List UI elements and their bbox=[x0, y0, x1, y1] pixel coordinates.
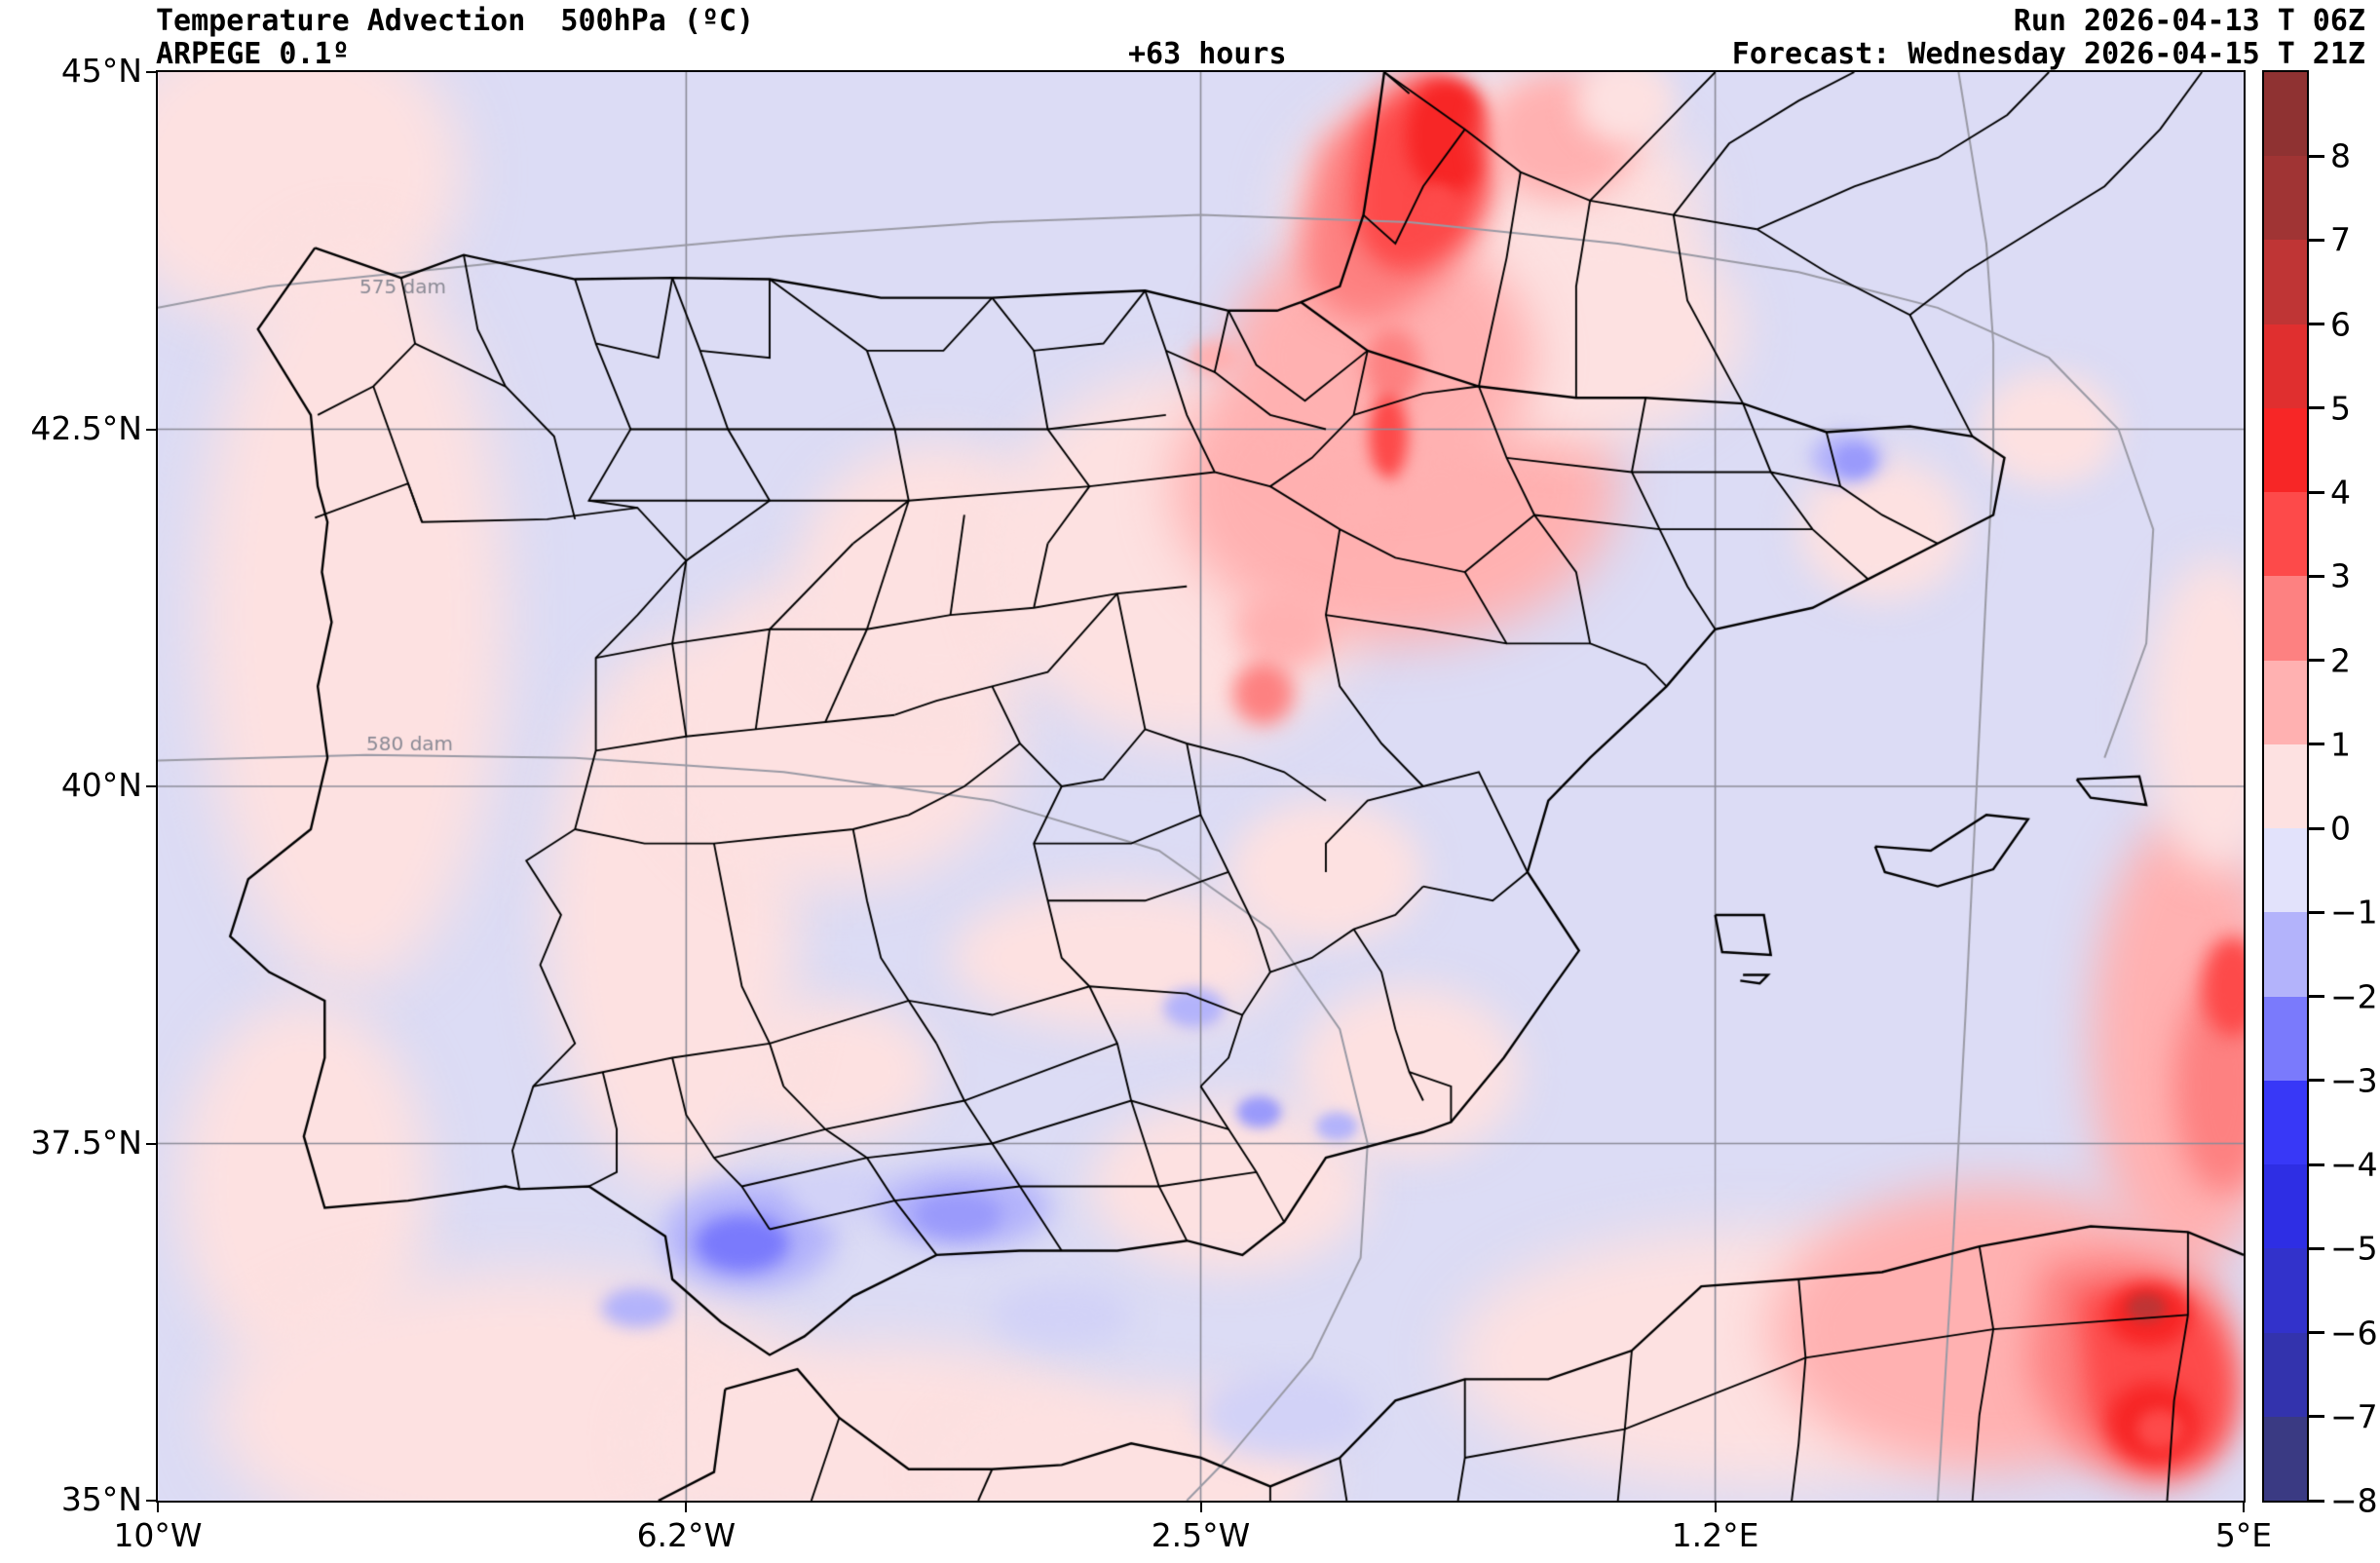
colorbar-tick-mark-10 bbox=[2309, 995, 2324, 999]
colorbar-tick-mark-12 bbox=[2309, 1163, 2324, 1166]
y-axis-tick-label-2: 40°N bbox=[60, 766, 142, 804]
x-axis-tick-label-2: 2.5°W bbox=[1151, 1516, 1251, 1554]
colorbar-segment-11 bbox=[2264, 996, 2307, 1081]
lead-time-label: +63 hours bbox=[1128, 37, 1287, 71]
x-tick-mark bbox=[2243, 1503, 2245, 1512]
colorbar-tick-label-5: 3 bbox=[2330, 556, 2351, 595]
colorbar-tick-mark-13 bbox=[2309, 1246, 2324, 1250]
colorbar-tick-label-12: −4 bbox=[2330, 1145, 2378, 1184]
y-tick-mark bbox=[146, 71, 156, 73]
colorbar-tick-label-7: 1 bbox=[2330, 725, 2351, 764]
colorbar-tick-label-14: −6 bbox=[2330, 1314, 2378, 1353]
y-tick-mark bbox=[146, 785, 156, 787]
colorbar-segment-5 bbox=[2264, 492, 2307, 577]
colorbar-tick-mark-14 bbox=[2309, 1331, 2324, 1335]
x-tick-mark bbox=[1714, 1503, 1717, 1512]
colorbar-segment-0 bbox=[2264, 72, 2307, 157]
colorbar-segment-12 bbox=[2264, 1080, 2307, 1165]
x-tick-mark bbox=[1199, 1503, 1202, 1512]
colorbar-tick-mark-7 bbox=[2309, 743, 2324, 746]
colorbar-tick-label-9: −1 bbox=[2330, 893, 2378, 932]
colorbar-tick-label-6: 2 bbox=[2330, 641, 2351, 680]
colorbar-tick-label-15: −7 bbox=[2330, 1397, 2378, 1436]
colorbar-segment-10 bbox=[2264, 912, 2307, 997]
page-title: Temperature Advection 500hPa (ºC) bbox=[156, 4, 755, 38]
colorbar-tick-mark-6 bbox=[2309, 659, 2324, 663]
colorbar-tick-mark-8 bbox=[2309, 826, 2324, 830]
y-axis-tick-label-0: 45°N bbox=[60, 52, 142, 90]
colorbar-tick-label-8: 0 bbox=[2330, 809, 2351, 848]
colorbar-segment-16 bbox=[2264, 1416, 2307, 1501]
forecast-time-label: Forecast: Wednesday 2026-04-15 T 21Z bbox=[1731, 37, 2365, 71]
colorbar-tick-label-4: 4 bbox=[2330, 473, 2351, 512]
colorbar-tick-mark-11 bbox=[2309, 1079, 2324, 1083]
colorbar-segment-9 bbox=[2264, 828, 2307, 913]
y-axis-tick-label-4: 35°N bbox=[60, 1480, 142, 1518]
colorbar-segment-1 bbox=[2264, 156, 2307, 241]
colorbar-segment-14 bbox=[2264, 1248, 2307, 1333]
colorbar-tick-label-13: −5 bbox=[2330, 1229, 2378, 1268]
model-label: ARPEGE 0.1º bbox=[156, 37, 350, 71]
colorbar-segment-2 bbox=[2264, 240, 2307, 324]
colorbar-tick-label-3: 5 bbox=[2330, 389, 2351, 428]
colorbar-tick-mark-2 bbox=[2309, 323, 2324, 326]
y-axis-tick-label-3: 37.5°N bbox=[30, 1123, 142, 1162]
x-axis-tick-label-1: 6.2°W bbox=[636, 1516, 737, 1554]
x-tick-mark bbox=[157, 1503, 159, 1512]
colorbar-segment-13 bbox=[2264, 1164, 2307, 1249]
colorbar-tick-label-11: −3 bbox=[2330, 1061, 2378, 1100]
colorbar-tick-mark-5 bbox=[2309, 574, 2324, 578]
colorbar-tick-label-16: −8 bbox=[2330, 1481, 2378, 1520]
colorbar-tick-label-0: 8 bbox=[2330, 136, 2351, 175]
x-tick-mark bbox=[685, 1503, 688, 1512]
colorbar-segment-8 bbox=[2264, 743, 2307, 829]
x-axis-tick-label-4: 5°E bbox=[2214, 1516, 2273, 1554]
x-axis-tick-label-0: 10°W bbox=[113, 1516, 203, 1554]
advection-field-canvas bbox=[158, 72, 2244, 1501]
colorbar-tick-mark-16 bbox=[2309, 1499, 2324, 1503]
colorbar-segment-6 bbox=[2264, 576, 2307, 661]
y-tick-mark bbox=[146, 428, 156, 431]
y-tick-mark bbox=[146, 1142, 156, 1145]
colorbar-tick-mark-1 bbox=[2309, 238, 2324, 242]
map-plot-area bbox=[156, 70, 2246, 1503]
colorbar-tick-label-2: 6 bbox=[2330, 305, 2351, 344]
colorbar-tick-mark-15 bbox=[2309, 1415, 2324, 1419]
colorbar-segment-4 bbox=[2264, 407, 2307, 493]
y-axis-tick-label-1: 42.5°N bbox=[30, 408, 142, 447]
colorbar-tick-mark-4 bbox=[2309, 490, 2324, 494]
run-time-label: Run 2026-04-13 T 06Z bbox=[2013, 4, 2365, 38]
colorbar-tick-mark-3 bbox=[2309, 406, 2324, 410]
colorbar-segment-3 bbox=[2264, 324, 2307, 408]
colorbar-tick-label-1: 7 bbox=[2330, 220, 2351, 259]
colorbar-tick-label-10: −2 bbox=[2330, 977, 2378, 1016]
y-tick-mark bbox=[146, 1500, 156, 1502]
colorbar-segment-15 bbox=[2264, 1332, 2307, 1417]
colorbar bbox=[2262, 70, 2309, 1503]
colorbar-tick-mark-0 bbox=[2309, 154, 2324, 158]
colorbar-segment-7 bbox=[2264, 660, 2307, 744]
x-axis-tick-label-3: 1.2°E bbox=[1671, 1516, 1759, 1554]
colorbar-tick-mark-9 bbox=[2309, 910, 2324, 914]
